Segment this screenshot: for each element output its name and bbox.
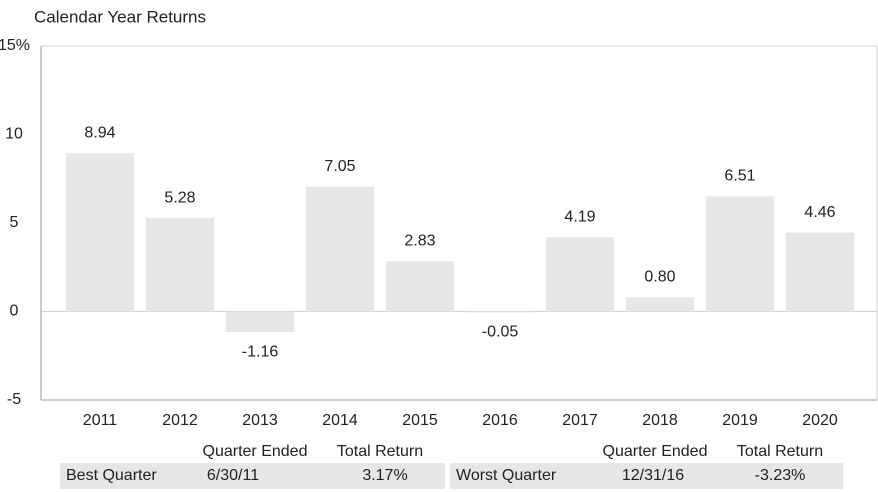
- table-header: Quarter Ended: [203, 443, 308, 460]
- bar: [706, 196, 774, 312]
- table-header: Total Return: [337, 443, 423, 460]
- table-cell: -3.23%: [755, 467, 806, 484]
- y-tick-label: 5: [10, 214, 19, 231]
- data-label: 8.94: [84, 124, 115, 141]
- data-label: 0.80: [644, 269, 675, 286]
- bar: [306, 186, 374, 312]
- y-tick-label: 10: [5, 126, 23, 143]
- bar: [786, 232, 854, 312]
- data-label: 4.19: [564, 209, 595, 226]
- table-row-bg: [60, 463, 445, 489]
- x-tick-label: 2014: [322, 412, 358, 429]
- y-tick-label: 15%: [0, 37, 30, 54]
- bar: [146, 218, 214, 312]
- bar: [386, 261, 454, 312]
- x-tick-label: 2012: [162, 412, 198, 429]
- bar: [626, 297, 694, 312]
- y-tick-label: 0: [10, 303, 19, 320]
- table-row-bg: [450, 463, 843, 489]
- x-tick-label: 2016: [482, 412, 518, 429]
- x-tick-label: 2018: [642, 412, 678, 429]
- x-tick-label: 2015: [402, 412, 438, 429]
- data-label: 4.46: [804, 204, 835, 221]
- bar: [226, 311, 294, 333]
- data-label: 6.51: [724, 167, 755, 184]
- data-label: 2.83: [404, 233, 435, 250]
- table-cell: 12/31/16: [622, 467, 684, 484]
- table-cell: 6/30/11: [207, 467, 259, 484]
- data-label: -0.05: [482, 324, 519, 341]
- x-tick-label: 2013: [242, 412, 278, 429]
- x-tick-label: 2017: [562, 412, 598, 429]
- table-header: Quarter Ended: [603, 443, 708, 460]
- table-cell: Worst Quarter: [456, 467, 557, 484]
- data-label: 5.28: [164, 189, 195, 206]
- x-tick-label: 2019: [722, 412, 758, 429]
- bar: [466, 311, 534, 313]
- data-label: 7.05: [324, 158, 355, 175]
- table-cell: Best Quarter: [66, 467, 157, 484]
- chart-title: Calendar Year Returns: [34, 7, 206, 26]
- table-cell: 3.17%: [362, 467, 407, 484]
- x-tick-label: 2020: [802, 412, 838, 429]
- x-tick-label: 2011: [83, 412, 118, 429]
- bar: [66, 153, 134, 312]
- bar: [546, 237, 614, 312]
- data-label: -1.16: [242, 343, 279, 360]
- table-header: Total Return: [737, 443, 823, 460]
- y-tick-label: -5: [7, 391, 21, 408]
